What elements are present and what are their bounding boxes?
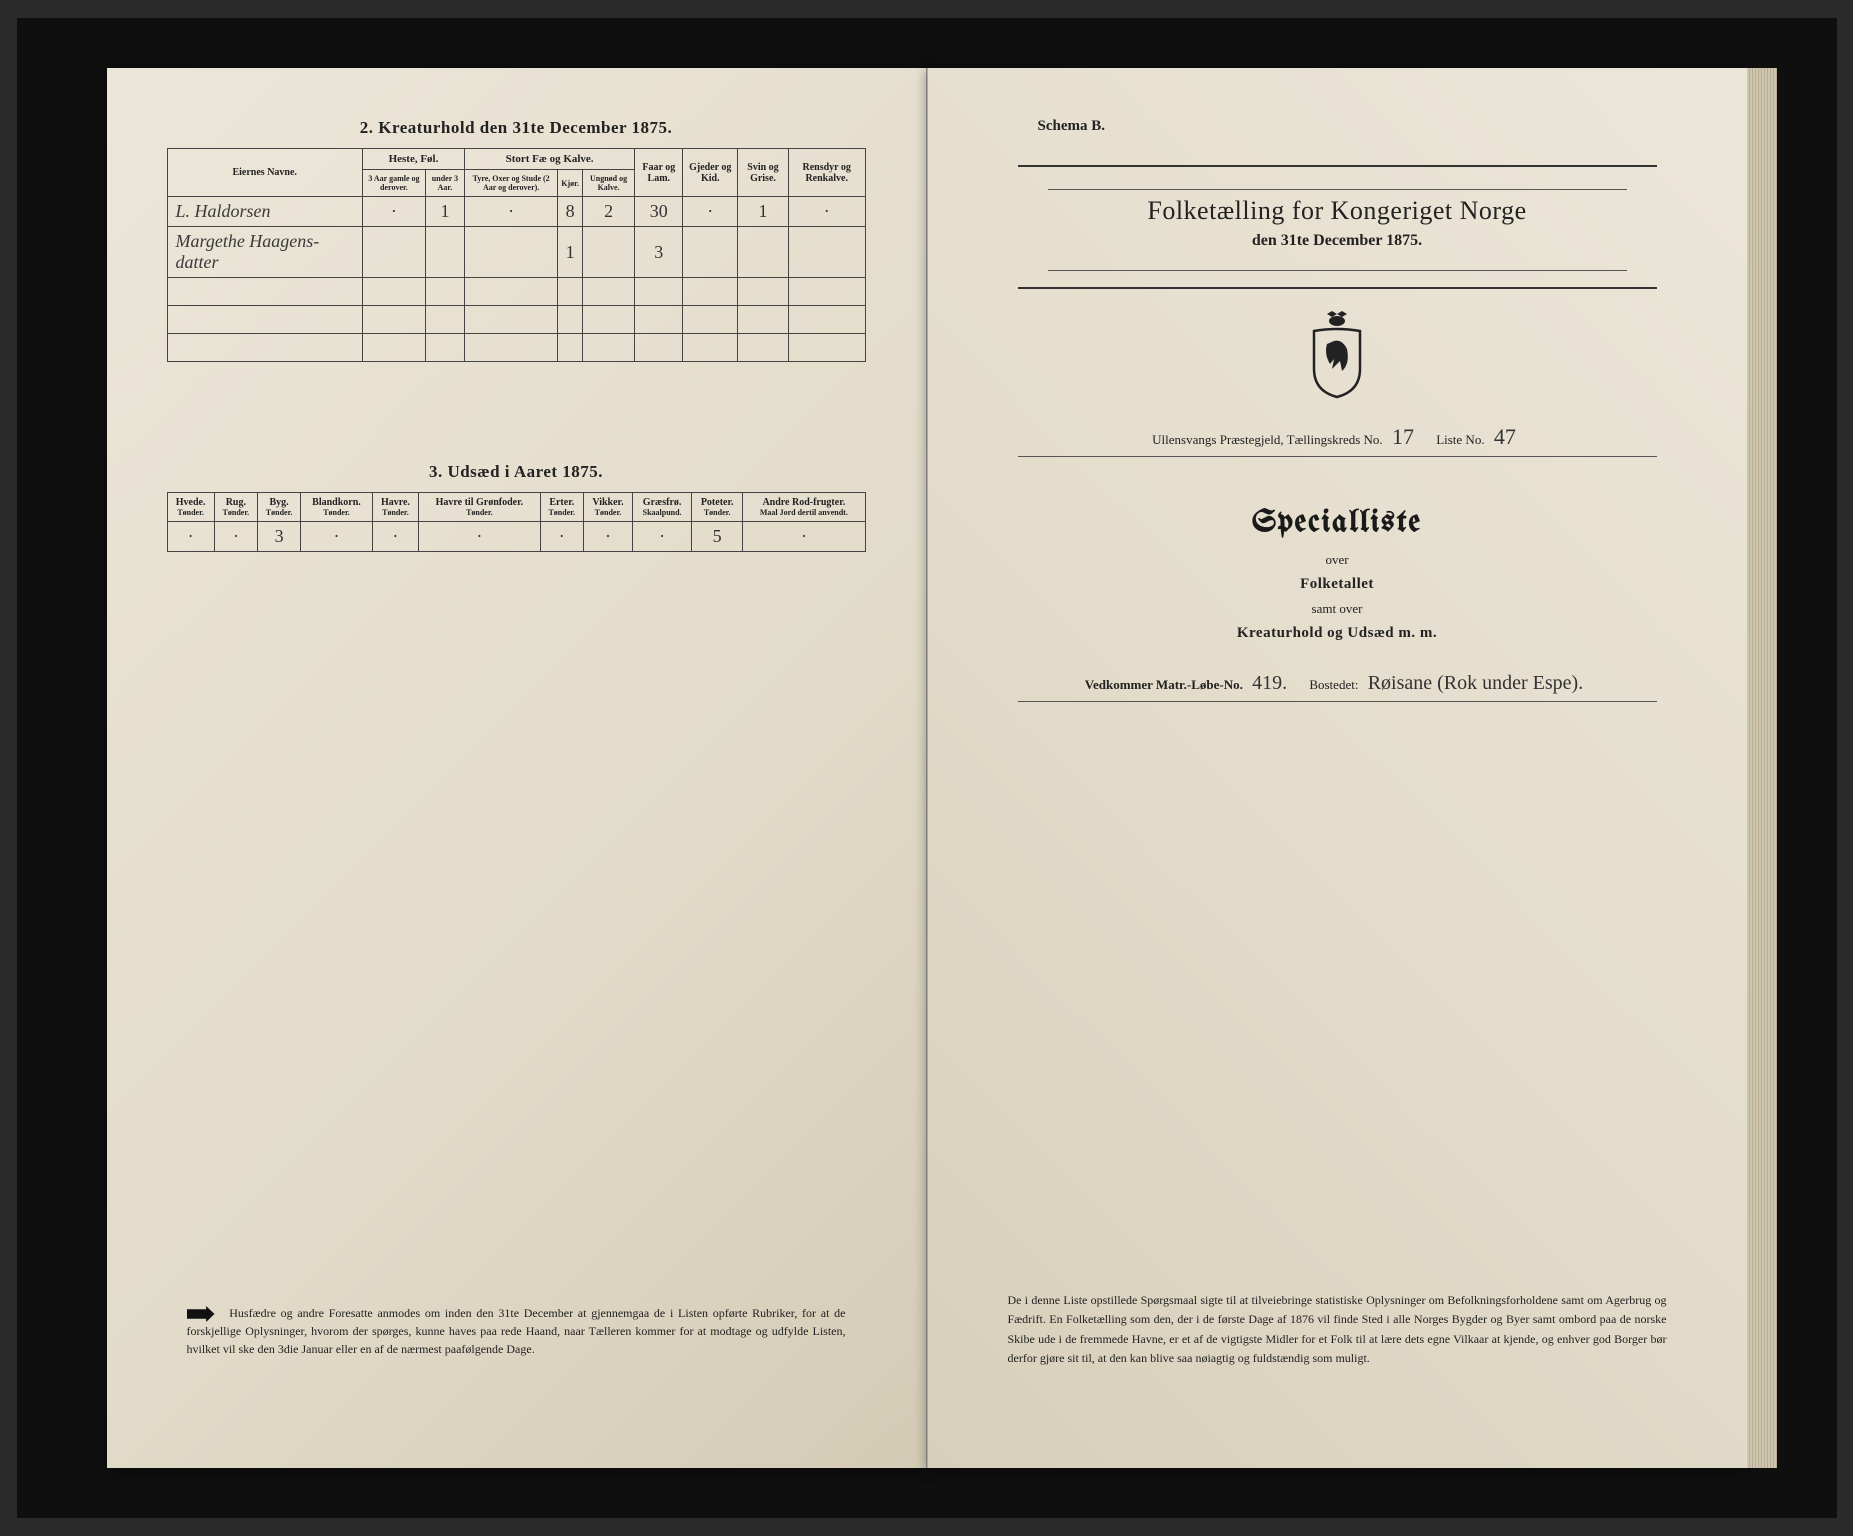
col-heste2: under 3 Aar. (425, 170, 464, 197)
table-row (167, 278, 865, 306)
left-footnote: Husfædre og andre Foresatte anmodes om i… (187, 1304, 846, 1358)
col-byg: Byg.Tønder. (257, 493, 300, 522)
col-hvede: Hvede.Tønder. (167, 493, 214, 522)
kreaturhold-table: Eiernes Navne. Heste, Føl. Stort Fæ og K… (167, 148, 866, 362)
col-vikker: Vikker.Tønder. (583, 493, 632, 522)
col-havre: Havre.Tønder. (372, 493, 418, 522)
table-row (167, 306, 865, 334)
col-blandkorn: Blandkorn.Tønder. (301, 493, 373, 522)
col-heste: Heste, Føl. (362, 149, 464, 170)
col-ren: Rensdyr og Renkalve. (788, 149, 865, 197)
table-row: L. Haldorsen · 1 · 8 2 30 · 1 · (167, 197, 865, 227)
schema-label: Schema B. (1038, 118, 1687, 135)
owner-name: Margethe Haagens-datter (167, 227, 362, 278)
col-heste1: 3 Aar gamle og derover. (362, 170, 425, 197)
col-svin: Svin og Grise. (738, 149, 789, 197)
col-erter: Erter.Tønder. (540, 493, 583, 522)
col-rug: Rug.Tønder. (214, 493, 257, 522)
over-label: over (988, 552, 1687, 568)
col-stort2: Kjør. (558, 170, 583, 197)
table-row: Margethe Haagens-datter 1 3 (167, 227, 865, 278)
book-spread: 2. Kreaturhold den 31te December 1875. E… (107, 68, 1747, 1468)
scanner-background: 2. Kreaturhold den 31te December 1875. E… (17, 18, 1837, 1518)
col-poteter: Poteter.Tønder. (692, 493, 743, 522)
col-graesfro: Græsfrø.Skaalpund. (633, 493, 692, 522)
pointing-hand-icon (187, 1306, 215, 1322)
kreds-no: 17 (1392, 424, 1414, 449)
col-faar: Faar og Lam. (635, 149, 683, 197)
folketallet-label: Folketallet (988, 576, 1687, 593)
coat-of-arms-icon (988, 309, 1687, 404)
matr-no: 419. (1252, 672, 1287, 694)
main-heading: Folketælling for Kongeriget Norge (1018, 196, 1657, 226)
col-gjeder: Gjeder og Kid. (683, 149, 738, 197)
col-stort: Stort Fæ og Kalve. (464, 149, 634, 170)
meta-line: Ullensvangs Præstegjeld, Tællingskreds N… (1018, 424, 1657, 457)
liste-no: 47 (1494, 424, 1516, 449)
vedkommer-line: Vedkommer Matr.-Løbe-No. 419. Bostedet: … (988, 672, 1687, 695)
col-havre-gron: Havre til Grønfoder.Tønder. (419, 493, 541, 522)
specialliste-heading: Specialliste (988, 507, 1687, 540)
col-stort1: Tyre, Oxer og Stude (2 Aar og derover). (464, 170, 557, 197)
left-page: 2. Kreaturhold den 31te December 1875. E… (107, 68, 927, 1468)
section2-title: 2. Kreaturhold den 31te December 1875. (167, 118, 866, 138)
col-rodfrugter: Andre Rod-frugter.Maal Jord dertil anven… (743, 493, 865, 522)
heading-box: Folketælling for Kongeriget Norge den 31… (1018, 165, 1657, 289)
udsaed-table: Hvede.Tønder. Rug.Tønder. Byg.Tønder. Bl… (167, 492, 866, 552)
samt-label: samt over (988, 601, 1687, 617)
col-name: Eiernes Navne. (167, 149, 362, 197)
col-stort3: Ungnød og Kalve. (582, 170, 634, 197)
date-heading: den 31te December 1875. (1018, 232, 1657, 250)
table-row (167, 334, 865, 362)
right-footnote: De i denne Liste opstillede Spørgsmaal s… (1008, 1291, 1667, 1368)
kreaturhold-label: Kreaturhold og Udsæd m. m. (988, 625, 1687, 642)
table-row: · · 3 · · · · · · 5 · (167, 522, 865, 552)
right-page: Schema B. Folketælling for Kongeriget No… (927, 68, 1747, 1468)
page-edges (1747, 68, 1777, 1468)
section3-title: 3. Udsæd i Aaret 1875. (167, 462, 866, 482)
owner-name: L. Haldorsen (167, 197, 362, 227)
bosted: Røisane (Rok under Espe). (1368, 672, 1584, 694)
